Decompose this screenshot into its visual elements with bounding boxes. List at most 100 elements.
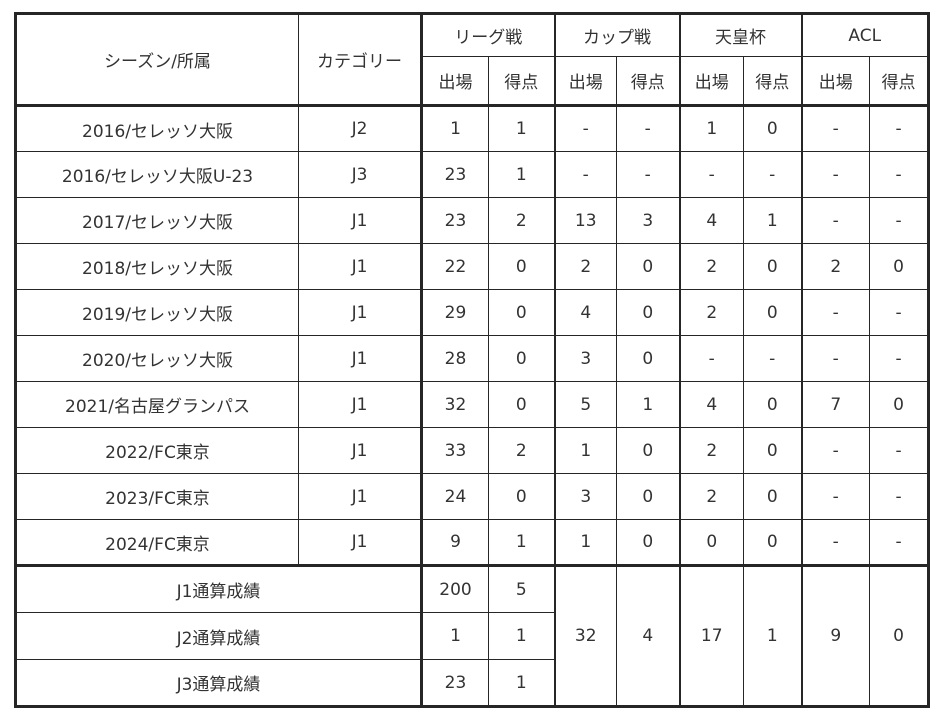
header-league-apps: 出場 xyxy=(420,56,489,107)
stat-cell: 4 xyxy=(678,381,744,428)
season-cell: 2023/FC東京 xyxy=(15,473,299,520)
merged-emperor-apps-cell: 17 xyxy=(678,564,744,707)
season-row: 2023/FC東京 J1 24 0 3 0 2 0 - - xyxy=(15,473,930,520)
stat-cell: - xyxy=(678,335,744,382)
stat-cell: - xyxy=(743,335,802,382)
stat-cell: 2 xyxy=(678,289,744,336)
total-stat-cell: 1 xyxy=(420,612,489,660)
stat-cell: - xyxy=(800,427,870,474)
total-label-cell: J2通算成績 xyxy=(15,612,422,660)
category-cell: J1 xyxy=(298,197,422,244)
total-stat-cell: 200 xyxy=(420,564,489,613)
stat-cell: 0 xyxy=(616,427,680,474)
header-sub-row: 出場 得点 出場 得点 出場 得点 出場 得点 xyxy=(16,56,930,107)
stat-cell: - xyxy=(800,289,870,336)
total-label-cell: J1通算成績 xyxy=(15,564,422,613)
header-acl-goals: 得点 xyxy=(868,56,930,107)
season-cell: 2019/セレッソ大阪 xyxy=(15,289,299,336)
stat-cell: 28 xyxy=(420,335,489,382)
stat-cell: 3 xyxy=(553,473,617,520)
header-category: カテゴリー xyxy=(298,13,422,107)
stat-cell: - xyxy=(868,335,930,382)
stat-cell: - xyxy=(868,289,930,336)
header-season: シーズン/所属 xyxy=(15,13,299,107)
stat-cell: 3 xyxy=(616,197,680,244)
merged-acl-goals-cell: 0 xyxy=(868,564,930,707)
stat-cell: 0 xyxy=(743,427,802,474)
total-label-cell: J3通算成績 xyxy=(15,659,422,707)
stat-cell: - xyxy=(800,473,870,520)
stat-cell: 0 xyxy=(488,335,555,382)
season-cell: 2024/FC東京 xyxy=(15,519,299,566)
season-row: 2016/セレッソ大阪 J2 1 1 - - 1 0 - - xyxy=(15,105,930,152)
stat-cell: 5 xyxy=(553,381,617,428)
season-cell: 2021/名古屋グランパス xyxy=(15,381,299,428)
stat-cell: - xyxy=(868,519,930,566)
season-cell: 2018/セレッソ大阪 xyxy=(15,243,299,290)
category-cell: J1 xyxy=(298,335,422,382)
stat-cell: 1 xyxy=(488,519,555,566)
stat-cell: 1 xyxy=(743,197,802,244)
stat-cell: 0 xyxy=(743,519,802,566)
stat-cell: 0 xyxy=(488,289,555,336)
total-stat-cell: 23 xyxy=(420,659,489,707)
stat-cell: 2 xyxy=(678,243,744,290)
stat-cell: - xyxy=(553,105,617,152)
stat-cell: - xyxy=(868,427,930,474)
season-cell: 2017/セレッソ大阪 xyxy=(15,197,299,244)
stat-cell: - xyxy=(800,151,870,198)
stat-cell: 4 xyxy=(678,197,744,244)
header-league-goals: 得点 xyxy=(488,56,555,107)
stat-cell: 2 xyxy=(553,243,617,290)
stat-cell: 0 xyxy=(743,473,802,520)
stat-cell: 1 xyxy=(553,427,617,474)
merged-emperor-goals-cell: 1 xyxy=(743,564,802,707)
season-row: 2018/セレッソ大阪 J1 22 0 2 0 2 0 2 0 xyxy=(15,243,930,290)
stat-cell: 0 xyxy=(743,105,802,152)
category-cell: J1 xyxy=(298,381,422,428)
season-cell: 2016/セレッソ大阪 xyxy=(15,105,299,152)
stat-cell: - xyxy=(553,151,617,198)
total-row-j3: J3通算成績 23 1 xyxy=(15,659,929,707)
season-row: 2022/FC東京 J1 33 2 1 0 2 0 - - xyxy=(15,427,930,474)
category-cell: J1 xyxy=(298,243,422,290)
stat-cell: 32 xyxy=(420,381,489,428)
season-row: 2021/名古屋グランパス J1 32 0 5 1 4 0 7 0 xyxy=(15,381,930,428)
stat-cell: 2 xyxy=(488,427,555,474)
stat-cell: - xyxy=(616,105,680,152)
stat-cell: 23 xyxy=(420,151,489,198)
stat-cell: - xyxy=(800,105,870,152)
header-acl: ACL xyxy=(800,13,930,57)
stat-cell: - xyxy=(800,335,870,382)
stat-cell: 0 xyxy=(616,335,680,382)
total-stat-cell: 5 xyxy=(488,564,555,613)
stat-cell: 2 xyxy=(488,197,555,244)
season-row: 2024/FC東京 J1 9 1 1 0 0 0 - - xyxy=(15,519,930,566)
season-cell: 2016/セレッソ大阪U-23 xyxy=(15,151,299,198)
stat-cell: - xyxy=(868,197,930,244)
header-cup-goals: 得点 xyxy=(616,56,680,107)
season-row: 2019/セレッソ大阪 J1 29 0 4 0 2 0 - - xyxy=(15,289,930,336)
stat-cell: 0 xyxy=(743,289,802,336)
total-row-j1: J1通算成績 200 5 32 4 17 1 9 0 xyxy=(15,564,930,707)
header-cup-apps: 出場 xyxy=(553,56,617,107)
category-cell: J3 xyxy=(298,151,422,198)
total-stat-cell: 1 xyxy=(488,612,555,660)
stat-cell: 13 xyxy=(553,197,617,244)
stat-cell: 1 xyxy=(488,151,555,198)
stat-cell: - xyxy=(743,151,802,198)
category-cell: J1 xyxy=(298,473,422,520)
header-league: リーグ戦 xyxy=(420,13,555,57)
stat-cell: 1 xyxy=(420,105,489,152)
stat-cell: - xyxy=(678,151,744,198)
season-cell: 2022/FC東京 xyxy=(15,427,299,474)
header-emperor-goals: 得点 xyxy=(743,56,802,107)
stat-cell: 0 xyxy=(488,243,555,290)
total-stat-cell: 1 xyxy=(488,659,555,707)
header-group-row: シーズン/所属 カテゴリー リーグ戦 カップ戦 天皇杯 ACL xyxy=(15,13,930,107)
stat-cell: 3 xyxy=(553,335,617,382)
merged-cup-goals-cell: 4 xyxy=(616,564,680,707)
header-emperor-apps: 出場 xyxy=(678,56,744,107)
stat-cell: 1 xyxy=(616,381,680,428)
stat-cell: 0 xyxy=(868,243,930,290)
